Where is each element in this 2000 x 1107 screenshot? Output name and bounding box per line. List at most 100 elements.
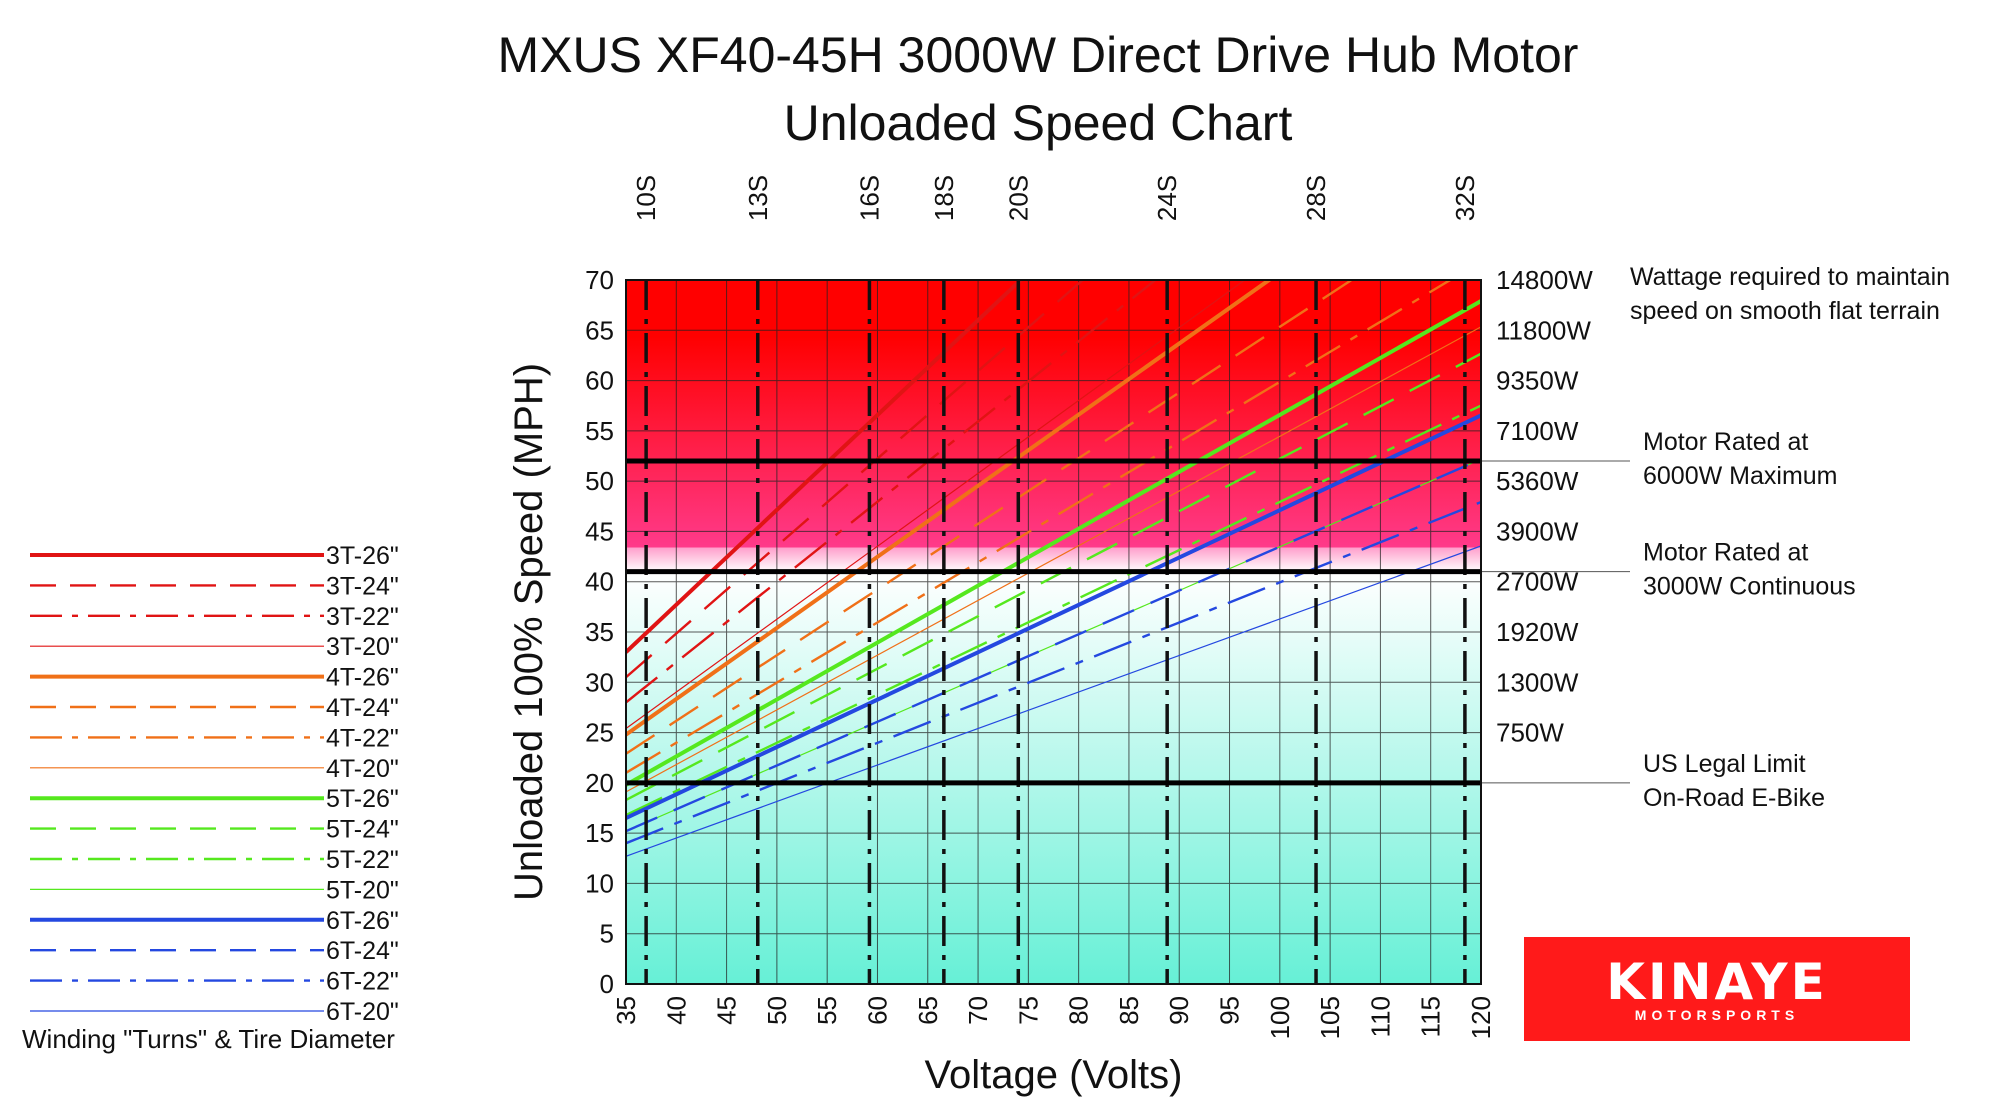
series-lines xyxy=(626,280,1481,857)
y-tick-35: 35 xyxy=(585,617,614,647)
legend-label-3t-26: 3T-26" xyxy=(326,542,399,570)
x-tick-110: 110 xyxy=(1365,996,1395,1037)
legend-label-4t-22: 4T-22" xyxy=(326,724,399,752)
plot-border xyxy=(625,279,1482,985)
legend-label-4t-20: 4T-20" xyxy=(326,755,399,783)
y-tick-65: 65 xyxy=(585,315,614,345)
y-tick-10: 10 xyxy=(585,868,614,898)
logo-wordmark: KINAYE xyxy=(1606,953,1828,1011)
series-line-5t-26 xyxy=(626,299,1481,787)
x-tick-95: 95 xyxy=(1215,996,1245,1025)
wattage-label-2700w: 2700W xyxy=(1496,567,1579,597)
cell-label-10s: 10S xyxy=(631,175,661,221)
wattage-label-5360w: 5360W xyxy=(1496,466,1579,496)
series-line-3t-24 xyxy=(626,280,1085,679)
cell-label-16s: 16S xyxy=(854,175,884,221)
series-line-4t-26 xyxy=(626,280,1273,737)
y-tick-5: 5 xyxy=(600,919,614,949)
series-line-3t-26 xyxy=(626,280,1024,654)
y-tick-labels: 0 5 10 15 20 25 30 35 40 45 50 55 60 65 70 xyxy=(585,265,614,999)
wattage-label-11800w: 11800W xyxy=(1496,315,1591,345)
cell-label-13s: 13S xyxy=(743,175,773,221)
wattage-label-3900w: 3900W xyxy=(1496,516,1579,546)
y-tick-45: 45 xyxy=(585,516,614,546)
wattage-note-line-1: Wattage required to maintain xyxy=(1630,263,1950,291)
y-tick-20: 20 xyxy=(585,768,614,798)
x-tick-50: 50 xyxy=(762,996,792,1025)
legend-label-4t-24: 4T-24" xyxy=(326,694,399,722)
reference-lines: Motor Rated at 6000W Maximum Motor Rated a… xyxy=(626,428,1856,812)
y-axis-label: Unloaded 100% Speed (MPH) xyxy=(507,363,551,901)
series-line-4t-20 xyxy=(626,326,1481,793)
x-tick-120: 120 xyxy=(1466,996,1496,1039)
wattage-note-line-2: speed on smooth flat terrain xyxy=(1630,297,1940,325)
cell-label-28s: 28S xyxy=(1301,175,1331,221)
y-tick-40: 40 xyxy=(585,567,614,597)
wattage-labels: 14800W 11800W 9350W 7100W 5360W 3900W 2700W 192… xyxy=(1496,265,1593,748)
x-tick-85: 85 xyxy=(1114,996,1144,1025)
series-line-3t-22 xyxy=(626,280,1158,704)
logo-subtitle: MOTORSPORTS xyxy=(1634,1007,1800,1023)
chart-title: MXUS XF40-45H 3000W Direct Drive Hub Mot… xyxy=(498,27,1579,83)
legend-label-4t-26: 4T-26" xyxy=(326,664,399,692)
series-line-6t-26 xyxy=(626,413,1481,820)
legend: 3T-26"3T-24"3T-22"3T-20"4T-26"4T-24"4T-2… xyxy=(30,542,399,1026)
legend-label-6t-26: 6T-26" xyxy=(326,907,399,935)
y-tick-25: 25 xyxy=(585,718,614,748)
wattage-label-1920w: 1920W xyxy=(1496,617,1579,647)
legend-label-3t-20: 3T-20" xyxy=(326,633,399,661)
series-line-5t-22 xyxy=(626,404,1481,817)
legend-label-5t-20: 5T-20" xyxy=(326,876,399,904)
wattage-label-1300w: 1300W xyxy=(1496,667,1579,697)
ref-label-52mph-line-1: Motor Rated at xyxy=(1643,428,1808,456)
series-line-3t-20 xyxy=(626,280,1246,730)
ref-label-20mph-line-2: On-Road E-Bike xyxy=(1643,784,1825,812)
y-tick-50: 50 xyxy=(585,466,614,496)
x-tick-105: 105 xyxy=(1315,996,1345,1039)
legend-label-6t-20: 6T-20" xyxy=(326,998,399,1026)
x-tick-40: 40 xyxy=(661,996,691,1025)
x-tick-75: 75 xyxy=(1013,996,1043,1025)
x-tick-80: 80 xyxy=(1064,996,1094,1025)
y-tick-70: 70 xyxy=(585,265,614,295)
ref-label-41mph-line-1: Motor Rated at xyxy=(1643,539,1808,567)
legend-label-6t-24: 6T-24" xyxy=(326,937,399,965)
legend-caption: Winding "Turns" & Tire Diameter xyxy=(22,1024,395,1054)
x-tick-60: 60 xyxy=(862,996,892,1025)
legend-label-3t-22: 3T-22" xyxy=(326,603,399,631)
ref-label-41mph-line-2: 3000W Continuous xyxy=(1643,573,1856,601)
cell-label-20s: 20S xyxy=(1003,175,1033,221)
x-tick-115: 115 xyxy=(1416,996,1446,1037)
legend-label-5t-24: 5T-24" xyxy=(326,816,399,844)
x-tick-45: 45 xyxy=(712,996,742,1025)
y-tick-60: 60 xyxy=(585,366,614,396)
x-tick-labels: 35 40 45 50 55 60 65 70 75 80 85 90 95 100 105 110 115 12… xyxy=(611,996,1496,1039)
y-tick-30: 30 xyxy=(585,667,614,697)
wattage-label-9350w: 9350W xyxy=(1496,366,1579,396)
x-tick-35: 35 xyxy=(611,996,641,1025)
cell-label-24s: 24S xyxy=(1152,175,1182,221)
cell-label-18s: 18S xyxy=(929,175,959,221)
x-tick-65: 65 xyxy=(913,996,943,1025)
wattage-label-7100w: 7100W xyxy=(1496,416,1579,446)
kinaye-logo: KINAYE MOTORSPORTS xyxy=(1524,937,1910,1041)
cell-count-lines: 10S 13S 16S 18S 20S 24S 28S 32S xyxy=(631,175,1480,984)
ref-label-20mph-line-1: US Legal Limit xyxy=(1643,750,1806,778)
legend-label-6t-22: 6T-22" xyxy=(326,968,399,996)
legend-label-5t-26: 5T-26" xyxy=(326,785,399,813)
legend-label-3t-24: 3T-24" xyxy=(326,572,399,600)
chart-subtitle: Unloaded Speed Chart xyxy=(784,95,1293,151)
x-tick-55: 55 xyxy=(812,996,842,1025)
series-line-5t-20 xyxy=(626,458,1481,832)
x-axis-label: Voltage (Volts) xyxy=(925,1053,1183,1097)
x-tick-70: 70 xyxy=(963,996,993,1025)
series-line-4t-22 xyxy=(626,280,1453,774)
legend-label-5t-22: 5T-22" xyxy=(326,846,399,874)
wattage-label-14800w: 14800W xyxy=(1496,265,1593,295)
y-tick-55: 55 xyxy=(585,416,614,446)
series-line-4t-24 xyxy=(626,280,1354,755)
x-tick-100: 100 xyxy=(1265,996,1295,1039)
series-line-6t-20 xyxy=(626,545,1481,857)
y-tick-0: 0 xyxy=(600,969,614,999)
